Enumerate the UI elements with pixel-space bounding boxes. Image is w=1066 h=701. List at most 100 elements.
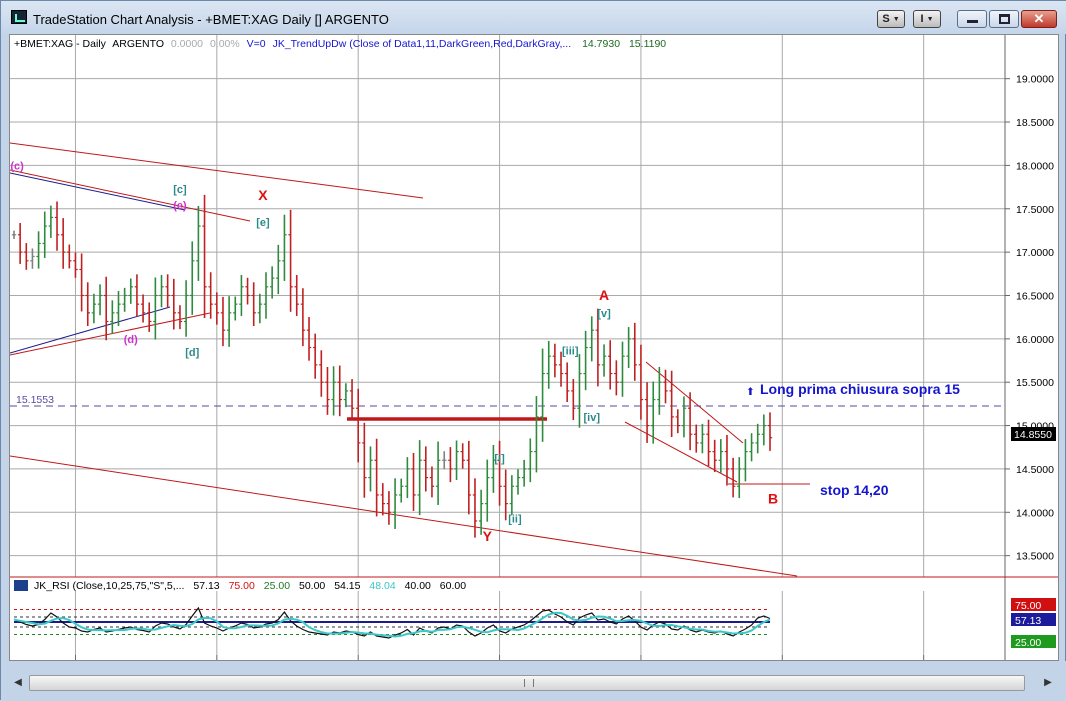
price-bar [159,275,164,308]
price-bar [331,366,336,416]
price-bar [36,231,41,269]
rsi-current-label: 57.13 [1015,615,1041,627]
price-bar [306,316,312,361]
wave-label: X [258,187,268,203]
price-bar [386,491,392,525]
y-tick-label: 17.5000 [1016,204,1054,216]
price-bar [325,366,330,415]
price-bar [663,369,668,404]
price-bar [233,296,238,321]
price-bar [282,214,287,281]
price-bar [337,365,342,417]
wave-label: [iv] [584,412,601,424]
price-bar [85,282,90,327]
wave-label: [ii] [508,514,522,526]
price-bar [460,443,465,469]
indicator-value-1: 14.7930 [582,38,620,50]
price-bar [171,278,177,330]
style-menu-button[interactable]: S ▼ [877,10,905,28]
wave-label: [v] [597,308,611,320]
price-bar [208,272,213,319]
price-bar [478,489,484,535]
wave-label: (e) [173,200,187,212]
price-bar [48,205,54,238]
rsi-value-6: 48.04 [369,580,395,592]
rsi-current-badge [1011,613,1056,626]
price-bar [202,194,207,319]
price-bar [263,272,269,319]
wave-label: [iii] [562,345,579,357]
price-bar [319,350,324,397]
price-bar [67,244,72,269]
indicator-value-2: 15.1190 [629,38,666,50]
price-bar [638,344,644,420]
price-bar [718,439,724,473]
rsi-header: JK_RSI (Close,10,25,75,"S",5,... 57.13 7… [34,580,466,592]
close-button[interactable]: ✕ [1021,10,1057,28]
price-bar [687,392,693,451]
price-bar [503,469,508,521]
price-bar [669,370,674,438]
change-pct: 0.00% [210,38,240,50]
chart-header: +BMET:XAG - Daily ARGENTO 0.0000 0.00% V… [14,38,666,50]
price-bar [515,469,521,495]
rsi-signal-line [13,611,771,638]
price-bar [755,423,760,454]
price-bar [423,446,429,492]
minimize-button[interactable] [957,10,987,28]
chart-panel[interactable]: (c) [c] (e) X [e] (d) [d] A [v] [iii] [iv] [i] [ii] Y… [9,34,1059,661]
price-bar [577,354,582,428]
price-bar [657,366,662,415]
window-title: TradeStation Chart Analysis - +BMET:XAG … [33,12,389,27]
price-plot-area [10,35,1005,577]
upper-channel-line [10,142,424,199]
price-bar [681,396,687,438]
price-bar [700,423,705,454]
maximize-button[interactable] [989,10,1019,28]
wave-label: A [599,287,609,303]
title-bar[interactable]: TradeStation Chart Analysis - +BMET:XAG … [1,1,1066,34]
price-bar [521,459,527,487]
price-bars [11,194,773,538]
triangle-lower-line [10,312,211,356]
y-tick-label: 16.5000 [1016,290,1054,302]
scroll-right-arrow[interactable]: ▶ [1044,677,1052,688]
price-bar [153,277,158,340]
price-bar [497,440,502,506]
price-bar [417,440,422,516]
info-menu-button[interactable]: I ▼ [913,10,941,28]
indicator-label: JK_TrendUpDw (Close of Data1,11,DarkGree… [273,38,572,50]
price-chart[interactable]: (c) [c] (e) X [e] (d) [d] A [v] [iii] [iv] [i] [ii] Y… [10,35,1058,660]
price-bar [626,327,631,368]
price-bar [355,388,361,463]
scrollbar-area: ◀ ▶ [1,661,1066,701]
y-tick-label: 16.0000 [1016,334,1054,346]
wave-label: [i] [494,453,505,465]
price-bar [122,287,127,312]
rsi-label: JK_RSI (Close,10,25,75,"S",5,... [34,580,184,592]
wave-label: B [768,491,778,507]
price-bar [368,446,373,492]
scroll-left-arrow[interactable]: ◀ [14,677,22,688]
info-button-label: I [920,13,924,25]
price-bar [269,266,275,299]
price-bar [435,441,441,506]
price-bar [558,351,564,387]
price-bar [589,316,594,362]
price-bar [595,308,601,387]
rsi-value-8: 60.00 [440,580,466,592]
price-bar [42,211,47,259]
rsi-value-5: 54.15 [334,580,360,592]
price-bar [128,278,133,304]
rsi-value-1: 57.13 [193,580,219,592]
price-bar [564,362,570,402]
rsi-indicator-icon[interactable] [14,580,28,591]
price-bar [485,459,490,522]
scroll-thumb[interactable] [29,675,1025,691]
price-bar [761,414,767,446]
price-bar [134,274,140,317]
price-bar [620,341,625,397]
price-bar [196,205,201,281]
wave-label: (c) [10,161,24,173]
price-bar [300,288,306,347]
